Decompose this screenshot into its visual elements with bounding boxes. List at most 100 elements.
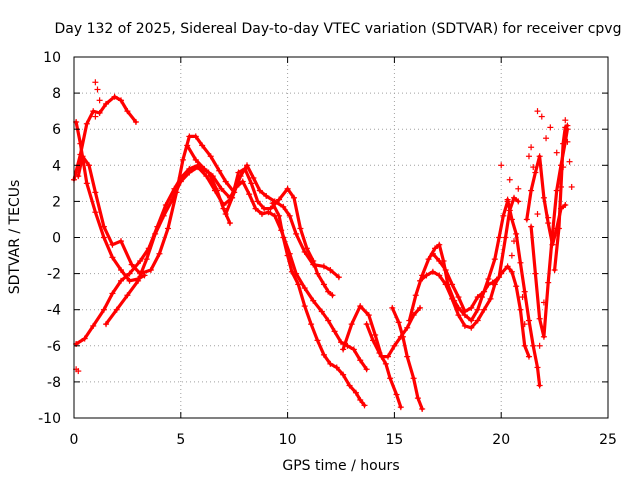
y-tick-label: -2 xyxy=(47,267,61,283)
data-point xyxy=(523,216,530,223)
data-point xyxy=(284,252,291,259)
data-point xyxy=(103,321,110,328)
data-point xyxy=(468,304,475,311)
data-point xyxy=(387,375,394,382)
data-point xyxy=(410,375,417,382)
data-point xyxy=(254,198,261,205)
data-point xyxy=(562,202,569,209)
data-point xyxy=(504,263,511,270)
scatter-point xyxy=(96,97,103,104)
data-point xyxy=(564,122,571,129)
data-point xyxy=(553,187,560,194)
data-point xyxy=(226,194,233,201)
data-point xyxy=(502,234,509,241)
data-point xyxy=(90,108,97,115)
data-point xyxy=(154,223,161,230)
data-point xyxy=(496,274,503,281)
data-point xyxy=(186,169,193,176)
axis-ticks xyxy=(73,56,609,419)
data-point xyxy=(498,270,505,277)
data-point xyxy=(303,245,310,252)
data-point xyxy=(393,391,400,398)
scatter-point xyxy=(545,214,552,221)
y-tick-label: -10 xyxy=(38,411,61,427)
data-point xyxy=(109,290,116,297)
scatter-point xyxy=(534,211,541,218)
data-point xyxy=(92,209,99,216)
data-point xyxy=(301,285,308,292)
data-point xyxy=(100,306,107,313)
data-point xyxy=(90,322,97,329)
data-point xyxy=(132,118,139,125)
data-point xyxy=(137,257,144,264)
series-track-g xyxy=(185,143,369,371)
x-tick-label: 5 xyxy=(176,432,185,448)
scatter-point xyxy=(568,183,575,190)
data-point xyxy=(263,192,270,199)
data-point xyxy=(485,276,492,283)
data-point xyxy=(485,281,492,288)
data-point xyxy=(286,212,293,219)
series-track-l xyxy=(407,199,510,323)
data-point xyxy=(508,216,515,223)
y-tick-label: 10 xyxy=(43,50,61,66)
data-point xyxy=(496,234,503,241)
data-point xyxy=(412,292,419,299)
scatter-point xyxy=(94,86,101,93)
data-point xyxy=(399,333,406,340)
data-point xyxy=(423,272,430,279)
data-point xyxy=(555,225,562,232)
data-point xyxy=(372,331,379,338)
data-point xyxy=(532,169,539,176)
scatter-point xyxy=(75,368,82,375)
data-point xyxy=(284,185,291,192)
data-point xyxy=(436,241,443,248)
scatter-point xyxy=(515,185,522,192)
data-point xyxy=(137,270,144,277)
data-point xyxy=(124,292,131,299)
scatter-point xyxy=(525,153,532,160)
data-point xyxy=(442,266,449,273)
data-point xyxy=(291,194,298,201)
data-point xyxy=(536,153,543,160)
data-point xyxy=(468,324,475,331)
data-point xyxy=(231,189,238,196)
y-tick-label: 2 xyxy=(52,194,61,210)
data-point xyxy=(397,404,404,411)
data-point xyxy=(528,187,535,194)
series-track-i xyxy=(341,304,422,359)
data-point xyxy=(357,396,364,403)
x-tick-label: 10 xyxy=(279,432,297,448)
series-track-m xyxy=(418,264,531,359)
data-point xyxy=(261,205,268,212)
data-series xyxy=(72,95,569,411)
y-axis-label: SDTVAR / TECUs xyxy=(7,180,23,295)
data-point xyxy=(504,196,511,203)
data-point xyxy=(156,250,163,257)
data-point xyxy=(325,317,332,324)
data-point xyxy=(297,225,304,232)
data-point xyxy=(126,277,133,284)
data-point xyxy=(83,180,90,187)
data-point xyxy=(513,230,520,237)
scatter-point xyxy=(543,135,550,142)
data-point xyxy=(220,202,227,209)
series-track-c xyxy=(74,163,232,346)
data-point xyxy=(117,266,124,273)
data-point xyxy=(186,133,193,140)
data-point xyxy=(429,250,436,257)
data-point xyxy=(431,245,438,252)
data-point xyxy=(320,263,327,270)
data-point xyxy=(103,100,110,107)
data-point xyxy=(276,212,283,219)
data-point xyxy=(83,120,90,127)
scatter-point xyxy=(560,164,567,171)
data-point xyxy=(201,165,208,172)
data-point xyxy=(269,200,276,207)
data-point xyxy=(331,328,338,335)
data-point xyxy=(491,256,498,263)
y-tick-label: 4 xyxy=(52,158,61,174)
data-point xyxy=(199,142,206,149)
x-tick-label: 20 xyxy=(492,432,510,448)
